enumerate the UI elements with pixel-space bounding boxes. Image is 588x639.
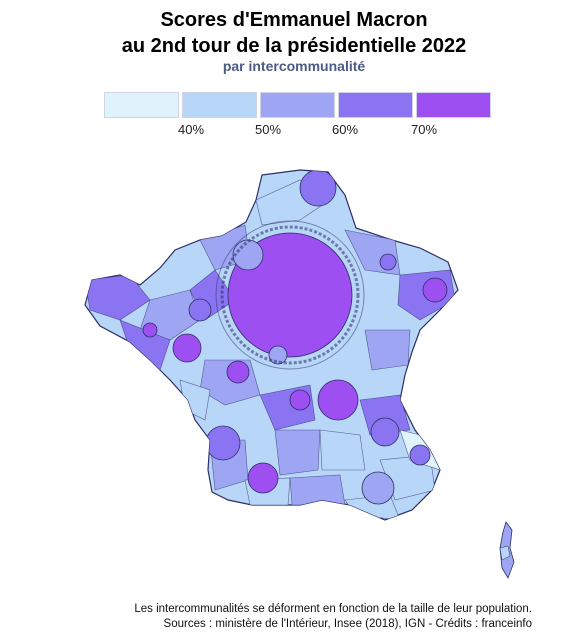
color-legend: 40% 50% 60% 70% — [104, 92, 496, 142]
legend-swatch — [260, 92, 335, 118]
chart-title-line2: au 2nd tour de la présidentielle 2022 — [121, 35, 467, 57]
footnote: Les intercommunalités se déforment en fo… — [134, 603, 532, 615]
legend-tick-label: 40% — [177, 122, 205, 137]
intercommunality-cells — [85, 170, 456, 520]
legend-tick-label: 70% — [410, 122, 438, 137]
legend-swatch — [338, 92, 413, 118]
cartogram-map — [84, 169, 515, 579]
corsica-island — [499, 521, 515, 579]
legend-swatch — [416, 92, 491, 118]
legend-swatch — [182, 92, 257, 118]
legend-tick-label: 60% — [331, 122, 359, 137]
legend-tick-label: 50% — [254, 122, 282, 137]
legend-swatch — [104, 92, 179, 118]
chart-title: Scores d'Emmanuel Macron — [160, 9, 428, 31]
sources-credits: Sources : ministère de l'Intérieur, Inse… — [163, 618, 532, 630]
chart-subtitle: par intercommunalité — [222, 58, 366, 74]
